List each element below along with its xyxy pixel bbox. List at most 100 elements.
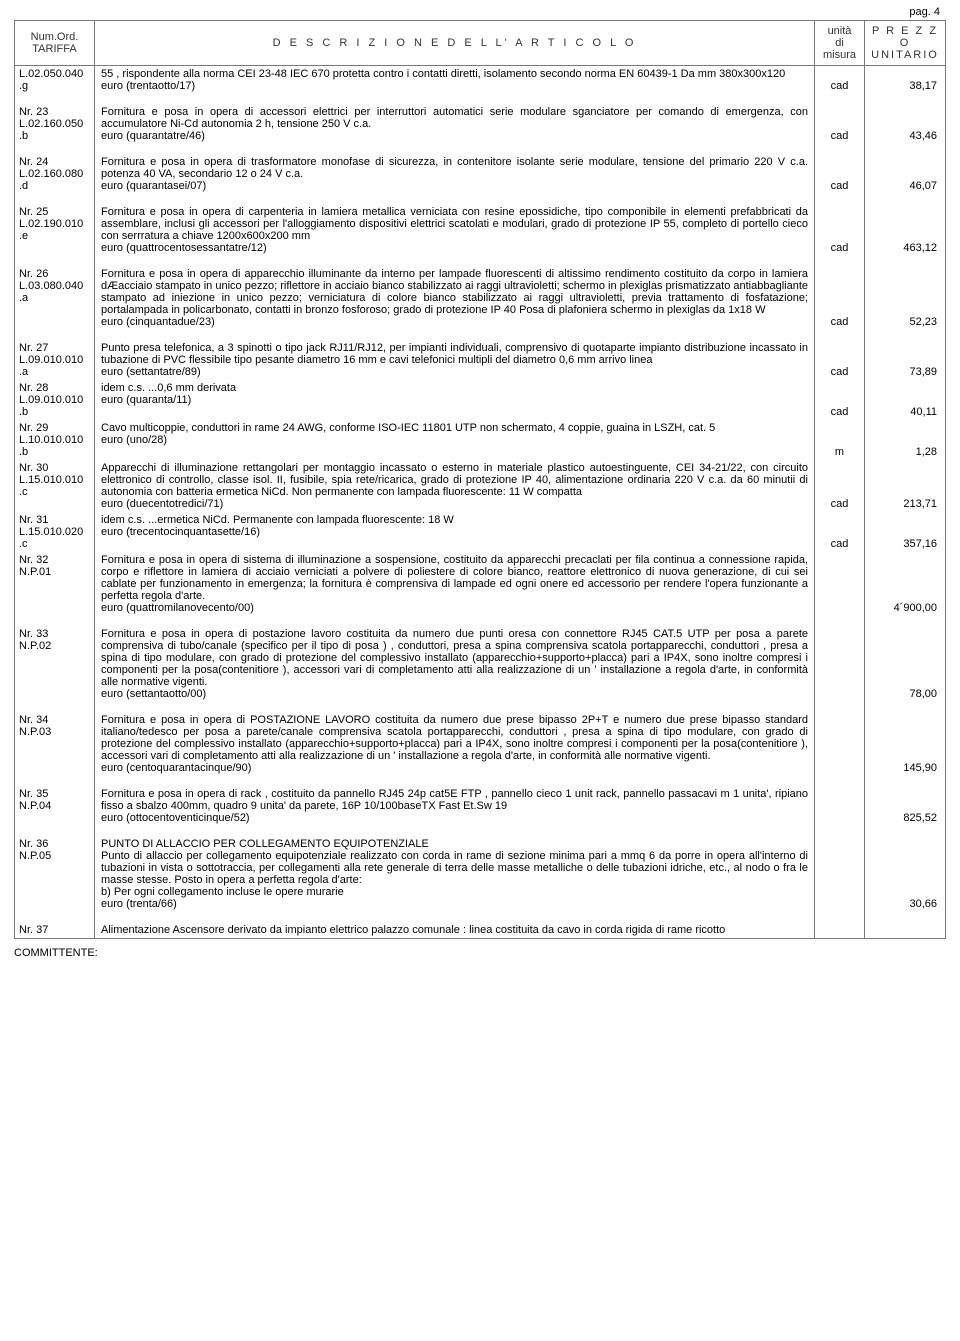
cell-um: cad	[815, 380, 865, 420]
header-tariffa: Num.Ord.TARIFFA	[15, 21, 95, 65]
cell-um	[815, 552, 865, 616]
cell-euro: euro (cinquantadue/23)	[101, 316, 808, 328]
cell-price: 73,89	[865, 340, 945, 380]
cell-desc-text: idem c.s. ...ermetica NiCd. Permanente c…	[101, 514, 808, 526]
cell-um: cad	[815, 154, 865, 194]
cell-code: Nr. 31L.15.010.020.c	[15, 512, 95, 552]
cell-price: 463,12	[865, 204, 945, 256]
cell-desc-text: Alimentazione Ascensore derivato da impi…	[101, 924, 808, 936]
table-row: Nr. 23L.02.160.050.bFornitura e posa in …	[15, 104, 945, 144]
cell-code: Nr. 36N.P.05	[15, 836, 95, 912]
cell-um	[815, 712, 865, 776]
cell-euro: euro (settantaotto/00)	[101, 688, 808, 700]
document-table: Num.Ord.TARIFFA D E S C R I Z I O N E D …	[14, 20, 946, 939]
table-row: Nr. 26L.03.080.040.aFornitura e posa in …	[15, 266, 945, 330]
cell-desc-text: PUNTO DI ALLACCIO PER COLLEGAMENTO EQUIP…	[101, 838, 808, 898]
cell-um	[815, 786, 865, 826]
cell-desc-text: 55 , rispondente alla norma CEI 23-48 IE…	[101, 68, 808, 80]
cell-desc: Punto presa telefonica, a 3 spinotti o t…	[95, 340, 815, 380]
table-row: Nr. 25L.02.190.010.eFornitura e posa in …	[15, 204, 945, 256]
cell-desc-text: Fornitura e posa in opera di accessori e…	[101, 106, 808, 130]
cell-um: cad	[815, 204, 865, 256]
cell-desc: PUNTO DI ALLACCIO PER COLLEGAMENTO EQUIP…	[95, 836, 815, 912]
cell-desc-text: Fornitura e posa in opera di sistema di …	[101, 554, 808, 602]
cell-price: 43,46	[865, 104, 945, 144]
cell-desc-text: Fornitura e posa in opera di apparecchio…	[101, 268, 808, 316]
cell-um: m	[815, 420, 865, 460]
cell-um: cad	[815, 266, 865, 330]
cell-desc: Fornitura e posa in opera di POSTAZIONE …	[95, 712, 815, 776]
cell-code: Nr. 33N.P.02	[15, 626, 95, 702]
cell-euro: euro (trenta/66)	[101, 898, 808, 910]
cell-desc: Apparecchi di illuminazione rettangolari…	[95, 460, 815, 512]
cell-desc: Fornitura e posa in opera di apparecchio…	[95, 266, 815, 330]
cell-euro: euro (uno/28)	[101, 434, 808, 446]
cell-euro: euro (centoquarantacinque/90)	[101, 762, 808, 774]
cell-price: 78,00	[865, 626, 945, 702]
cell-price: 46,07	[865, 154, 945, 194]
cell-price: 825,52	[865, 786, 945, 826]
cell-um: cad	[815, 512, 865, 552]
cell-desc: Fornitura e posa in opera di rack , cost…	[95, 786, 815, 826]
cell-code: Nr. 29L.10.010.010.b	[15, 420, 95, 460]
cell-desc-text: Fornitura e posa in opera di rack , cost…	[101, 788, 808, 812]
table-row: Nr. 35N.P.04Fornitura e posa in opera di…	[15, 786, 945, 826]
cell-code: Nr. 30L.15.010.010.c	[15, 460, 95, 512]
table-row: Nr. 36N.P.05PUNTO DI ALLACCIO PER COLLEG…	[15, 836, 945, 912]
cell-euro: euro (settantatre/89)	[101, 366, 808, 378]
cell-price: 1,28	[865, 420, 945, 460]
cell-desc-text: idem c.s. ...0,6 mm derivata	[101, 382, 808, 394]
header-prezzo: P R E Z Z OUNITARIO	[865, 21, 945, 65]
table-row: Nr. 33N.P.02Fornitura e posa in opera di…	[15, 626, 945, 702]
table-row: Nr. 24L.02.160.080.dFornitura e posa in …	[15, 154, 945, 194]
cell-code: Nr. 32N.P.01	[15, 552, 95, 616]
cell-code: Nr. 35N.P.04	[15, 786, 95, 826]
cell-euro: euro (trentaotto/17)	[101, 80, 808, 92]
table-row: Nr. 30L.15.010.010.cApparecchi di illumi…	[15, 460, 945, 512]
cell-um: cad	[815, 66, 865, 94]
cell-euro: euro (quaranta/11)	[101, 394, 808, 406]
cell-price: 52,23	[865, 266, 945, 330]
cell-code: Nr. 27L.09.010.010.a	[15, 340, 95, 380]
cell-code: L.02.050.040.g	[15, 66, 95, 94]
cell-desc: Fornitura e posa in opera di accessori e…	[95, 104, 815, 144]
table-row: Nr. 27L.09.010.010.aPunto presa telefoni…	[15, 340, 945, 380]
cell-desc: Cavo multicoppie, conduttori in rame 24 …	[95, 420, 815, 460]
cell-euro: euro (quattrocentosessantatre/12)	[101, 242, 808, 254]
cell-desc: idem c.s. ...0,6 mm derivataeuro (quaran…	[95, 380, 815, 420]
cell-desc: Fornitura e posa in opera di carpenteria…	[95, 204, 815, 256]
header-unita: unitàdimisura	[815, 21, 865, 65]
table-body: L.02.050.040.g 55 , rispondente alla norm…	[15, 66, 945, 938]
cell-price: 30,66	[865, 836, 945, 912]
cell-code: Nr. 37	[15, 922, 95, 938]
cell-price: 40,11	[865, 380, 945, 420]
cell-euro: euro (quattromilanovecento/00)	[101, 602, 808, 614]
cell-um: cad	[815, 460, 865, 512]
cell-desc-text: Apparecchi di illuminazione rettangolari…	[101, 462, 808, 498]
footer: COMMITTENTE:	[0, 939, 960, 967]
page-number: pag. 4	[0, 0, 960, 20]
cell-desc: Fornitura e posa in opera di postazione …	[95, 626, 815, 702]
cell-euro: euro (trecentocinquantasette/16)	[101, 526, 808, 538]
cell-desc-text: Punto presa telefonica, a 3 spinotti o t…	[101, 342, 808, 366]
table-row: Nr. 29L.10.010.010.b Cavo multicoppie, co…	[15, 420, 945, 460]
cell-desc: Fornitura e posa in opera di sistema di …	[95, 552, 815, 616]
table-row: L.02.050.040.g 55 , rispondente alla norm…	[15, 66, 945, 94]
cell-desc: Fornitura e posa in opera di trasformato…	[95, 154, 815, 194]
cell-desc-text: Fornitura e posa in opera di carpenteria…	[101, 206, 808, 242]
cell-euro: euro (ottocentoventicinque/52)	[101, 812, 808, 824]
table-row: Nr. 31L.15.010.020.c idem c.s. ...ermetic…	[15, 512, 945, 552]
cell-desc-text: Cavo multicoppie, conduttori in rame 24 …	[101, 422, 808, 434]
cell-code: Nr. 34N.P.03	[15, 712, 95, 776]
table-row: Nr. 32N.P.01Fornitura e posa in opera di…	[15, 552, 945, 616]
table-row: Nr. 28L.09.010.010.bidem c.s. ...0,6 mm …	[15, 380, 945, 420]
cell-price: 213,71	[865, 460, 945, 512]
cell-euro: euro (quarantatre/46)	[101, 130, 808, 142]
cell-desc-text: Fornitura e posa in opera di trasformato…	[101, 156, 808, 180]
cell-desc: 55 , rispondente alla norma CEI 23-48 IE…	[95, 66, 815, 94]
cell-code: Nr. 23L.02.160.050.b	[15, 104, 95, 144]
cell-price	[865, 922, 945, 938]
cell-um	[815, 922, 865, 938]
cell-um: cad	[815, 340, 865, 380]
cell-price: 4´900,00	[865, 552, 945, 616]
